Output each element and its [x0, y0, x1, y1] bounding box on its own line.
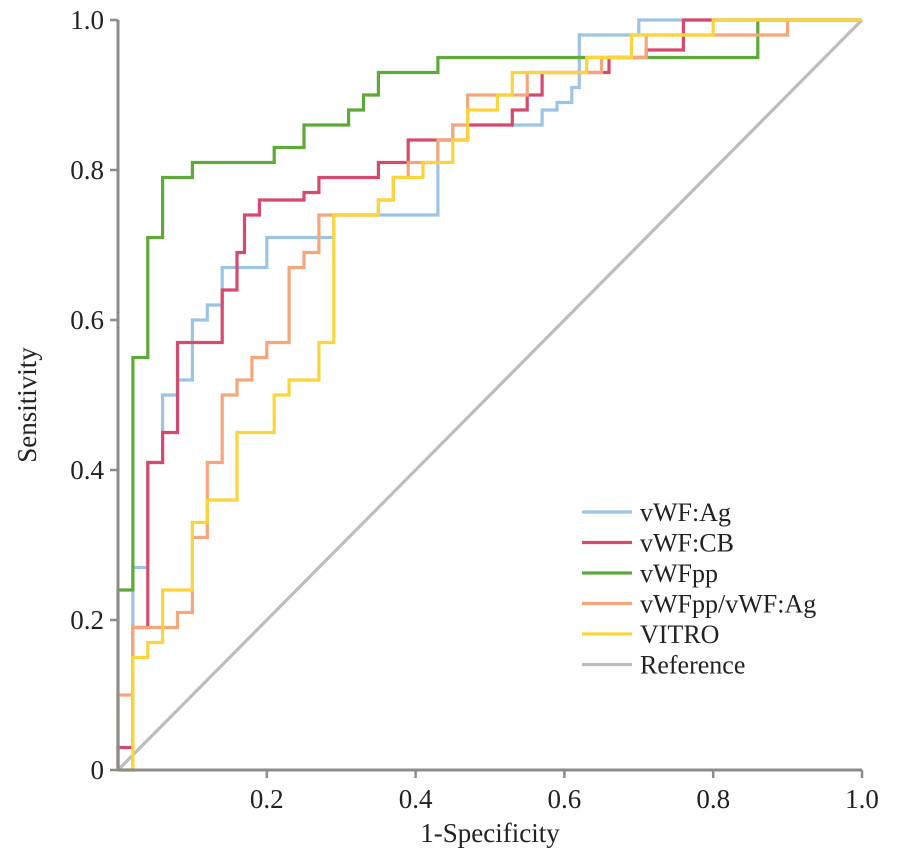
x-axis-ticks: 0.2 0.4 0.6 0.8 1.0 — [250, 770, 879, 814]
series-group — [116, 18, 864, 772]
x-tick-label: 0.6 — [548, 784, 582, 814]
legend-label: vWFpp/vWF:Ag — [640, 590, 816, 619]
y-tick-label: 0 — [91, 755, 105, 785]
series-line-vwfpp-vwf-ag — [116, 18, 862, 770]
x-tick-label: 1.0 — [845, 784, 879, 814]
x-tick-label: 0.4 — [399, 784, 433, 814]
legend-label: VITRO — [640, 620, 719, 649]
legend-label: vWF:Ag — [640, 498, 731, 527]
legend-label: Reference — [640, 651, 745, 680]
y-axis-ticks: 0 0.2 0.4 0.6 0.8 1.0 — [70, 5, 118, 785]
y-tick-label: 1.0 — [70, 5, 104, 35]
y-axis-title: Sensitivity — [12, 347, 42, 463]
series-line-reference — [116, 18, 864, 772]
x-tick-label: 0.2 — [250, 784, 284, 814]
y-tick-label: 0.6 — [70, 305, 104, 335]
series-line-vitro — [118, 18, 862, 772]
y-tick-label: 0.2 — [70, 605, 104, 635]
legend-label: vWFpp — [640, 559, 718, 588]
y-tick-label: 0.8 — [70, 155, 104, 185]
x-axis-title: 1-Specificity — [420, 818, 560, 848]
legend-label: vWF:CB — [640, 529, 734, 558]
x-tick-label: 0.8 — [696, 784, 730, 814]
y-tick-label: 0.4 — [70, 455, 104, 485]
legend: vWF:AgvWF:CBvWFppvWFpp/vWF:AgVITRORefere… — [582, 498, 816, 680]
series-line-vwfpp — [116, 18, 862, 770]
